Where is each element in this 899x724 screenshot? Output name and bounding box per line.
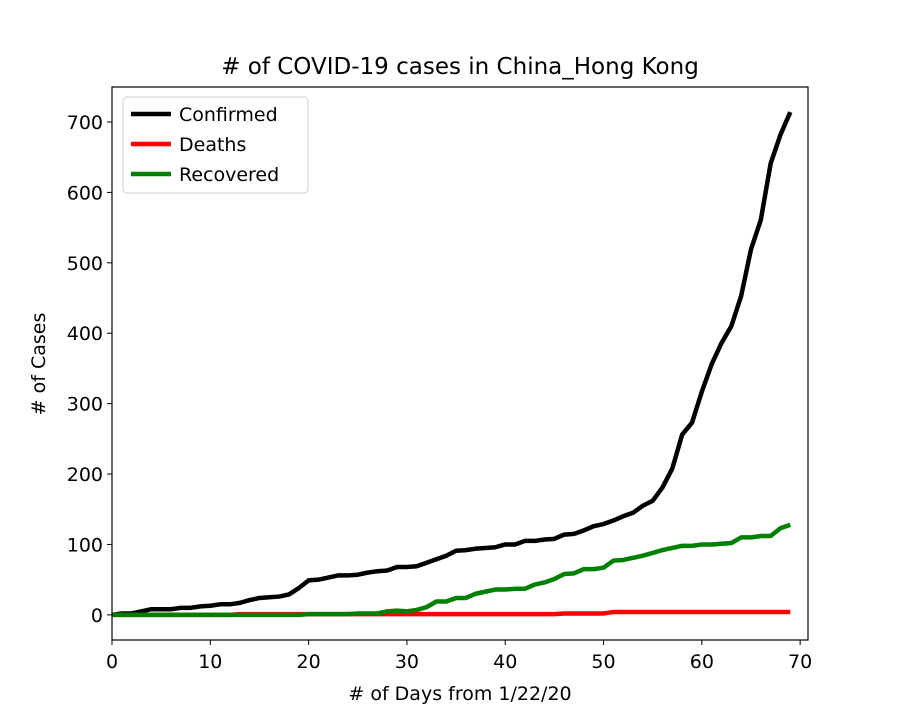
chart-title: # of COVID-19 cases in China_Hong Kong	[221, 54, 699, 80]
y-tick-label: 0	[91, 605, 103, 627]
x-tick-label: 70	[788, 651, 812, 673]
x-axis-label: # of Days from 1/22/20	[348, 683, 571, 705]
y-tick-label: 100	[67, 534, 103, 556]
legend-label: Recovered	[179, 164, 279, 186]
x-tick-label: 30	[395, 651, 419, 673]
x-tick-label: 60	[690, 651, 714, 673]
y-tick-label: 300	[67, 394, 103, 416]
series-line	[112, 522, 792, 618]
series-line	[111, 111, 793, 618]
y-axis-label: # of Cases	[28, 313, 50, 416]
legend-box	[122, 96, 309, 194]
x-tick-label: 10	[198, 651, 222, 673]
y-tick-label: 700	[67, 112, 103, 134]
x-tick-label: 40	[493, 651, 517, 673]
y-tick-label: 500	[67, 253, 103, 275]
x-tick-label: 20	[297, 651, 321, 673]
x-tick-label: 50	[591, 651, 615, 673]
x-tick-label: 0	[106, 651, 118, 673]
plot-frame	[111, 86, 809, 641]
y-tick-label: 400	[67, 323, 103, 345]
legend-label: Confirmed	[179, 104, 278, 126]
y-tick-label: 600	[67, 182, 103, 204]
legend-label: Deaths	[179, 134, 246, 156]
y-tick-label: 200	[67, 464, 103, 486]
